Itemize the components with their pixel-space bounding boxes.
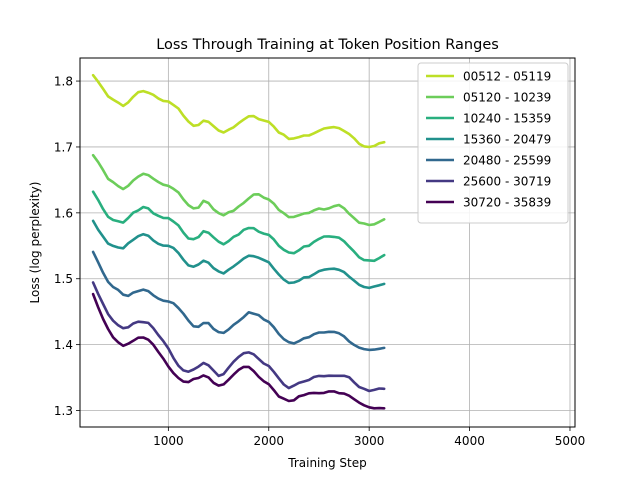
y-tick-label: 1.3 bbox=[54, 404, 73, 418]
y-axis: 1.3 1.4 1.5 1.6 1.7 1.8 bbox=[54, 75, 80, 418]
legend-box bbox=[417, 62, 569, 224]
series-line-5 bbox=[91, 250, 386, 352]
series-line-3 bbox=[91, 190, 386, 263]
x-axis: 1000 2000 3000 4000 5000 bbox=[153, 427, 585, 448]
legend-label: 15360 - 20479 bbox=[463, 133, 551, 147]
series-line-2 bbox=[91, 153, 386, 227]
legend-label: 20480 - 25599 bbox=[463, 154, 551, 168]
series-line-1 bbox=[91, 73, 386, 149]
x-tick-label: 4000 bbox=[454, 434, 485, 448]
legend-label: 25600 - 30719 bbox=[463, 175, 551, 189]
x-axis-title: Training Step bbox=[287, 456, 367, 470]
y-tick-label: 1.5 bbox=[54, 272, 73, 286]
legend-label: 30720 - 35839 bbox=[463, 196, 551, 210]
y-axis-title: Loss (log perplexity) bbox=[28, 182, 42, 304]
x-tick-label: 5000 bbox=[555, 434, 586, 448]
x-tick-label: 3000 bbox=[354, 434, 385, 448]
y-tick-label: 1.7 bbox=[54, 140, 73, 154]
x-tick-label: 1000 bbox=[153, 434, 184, 448]
y-tick-label: 1.6 bbox=[54, 206, 73, 220]
y-tick-label: 1.8 bbox=[54, 75, 73, 89]
legend-label: 00512 - 05119 bbox=[463, 70, 551, 84]
chart-title: Loss Through Training at Token Position … bbox=[156, 37, 499, 53]
y-tick-label: 1.4 bbox=[54, 338, 73, 352]
series-line-7 bbox=[91, 292, 386, 410]
x-tick-label: 2000 bbox=[253, 434, 284, 448]
series-line-6 bbox=[91, 281, 386, 393]
series-line-4 bbox=[91, 219, 386, 290]
legend-label: 05120 - 10239 bbox=[463, 91, 551, 105]
series-lines bbox=[91, 73, 386, 410]
legend-label: 10240 - 15359 bbox=[463, 112, 551, 126]
plot-frame bbox=[79, 57, 576, 428]
legend: 00512 - 05119 05120 - 10239 10240 - 15359 1… bbox=[417, 62, 569, 224]
